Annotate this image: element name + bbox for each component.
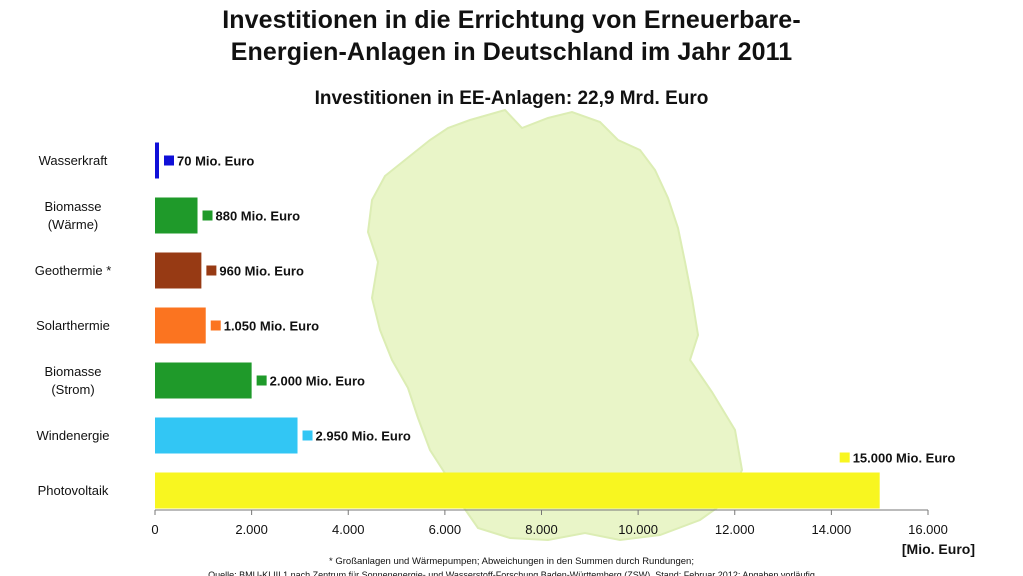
x-axis-ticks [154,510,929,515]
category-label-4-line-0: Biomasse [44,363,102,379]
chart-title-line-1: Investitionen in die Errichtung von Erne… [222,6,801,34]
germany-map-silhouette [366,108,744,542]
data-label-5: 2.950 Mio. Euro [316,429,411,444]
category-label-3-line-0: Solarthermie [36,317,110,333]
bar-6 [155,472,880,509]
x-tick-label-8: 16.000 [908,522,948,537]
bar-1 [155,197,198,234]
x-tick-label-3: 6.000 [428,522,462,537]
bars-layer: 70 Mio. Euro 880 Mio. Euro 960 Mio. Euro 1.… [155,142,956,509]
data-label-marker-0 [164,155,174,166]
data-label-marker-1 [202,210,213,221]
category-label-2: Geothermie * [2,262,144,280]
chart-title-line-2: Energien-Anlagen in Deutschland im Jahr … [230,38,793,66]
bar-3 [155,307,206,344]
chart-subtitle: Investitionen in EE-Anlagen: 22,9 Mrd. E… [314,88,709,109]
category-label-0: Wasserkraft [2,152,144,170]
data-label-marker-6 [839,452,850,463]
bar-2 [155,252,202,289]
category-label-4: Biomasse (Strom) [2,363,144,399]
chart-title: Investitionen in die Errichtung von Erne… [0,4,1023,68]
bar-5 [155,417,298,454]
x-tick-label-4: 8.000 [525,522,558,537]
bar-4 [155,362,252,399]
category-label-1: Biomasse (Wärme) [2,198,144,234]
data-label-marker-5 [302,430,313,441]
x-tick-label-2: 4.000 [331,522,365,537]
category-label-4-line-1: (Strom) [51,381,95,397]
data-label-marker-4 [256,375,267,386]
category-label-2-line-0: Geothermie * [34,262,112,278]
category-label-1-line-1: (Wärme) [47,216,99,232]
data-label-1: 880 Mio. Euro [216,209,301,224]
category-label-5-line-0: Windenergie [36,427,110,443]
category-label-1-line-0: Biomasse [44,198,102,214]
x-tick-label-1: 2.000 [235,522,268,537]
category-label-0-line-0: Wasserkraft [38,152,108,168]
x-tick-label-7: 14.000 [811,522,852,537]
x-axis-label: [Mio. Euro] [901,541,975,557]
footnote: * Großanlagen und Wärmepumpen; Abweichun… [329,556,694,567]
data-label-6: 15.000 Mio. Euro [853,451,956,466]
data-label-3: 1.050 Mio. Euro [224,319,319,334]
bar-0 [155,142,159,179]
category-label-3: Solarthermie [2,317,144,335]
data-label-0: 70 Mio. Euro [177,154,254,169]
x-tick-label-5: 10.000 [618,522,658,537]
data-label-marker-2 [206,265,217,276]
category-label-5: Windenergie [2,427,144,445]
data-label-4: 2.000 Mio. Euro [270,374,365,389]
data-label-marker-3 [210,320,221,331]
data-label-2: 960 Mio. Euro [219,264,304,279]
source-note: Quelle: BMU-KI III 1 nach Zentrum für So… [208,570,815,576]
category-label-6-line-0: Photovoltaik [37,482,109,498]
x-tick-label-0: 0 [151,522,159,537]
category-label-6: Photovoltaik [2,482,144,500]
x-tick-label-6: 12.000 [714,522,755,537]
